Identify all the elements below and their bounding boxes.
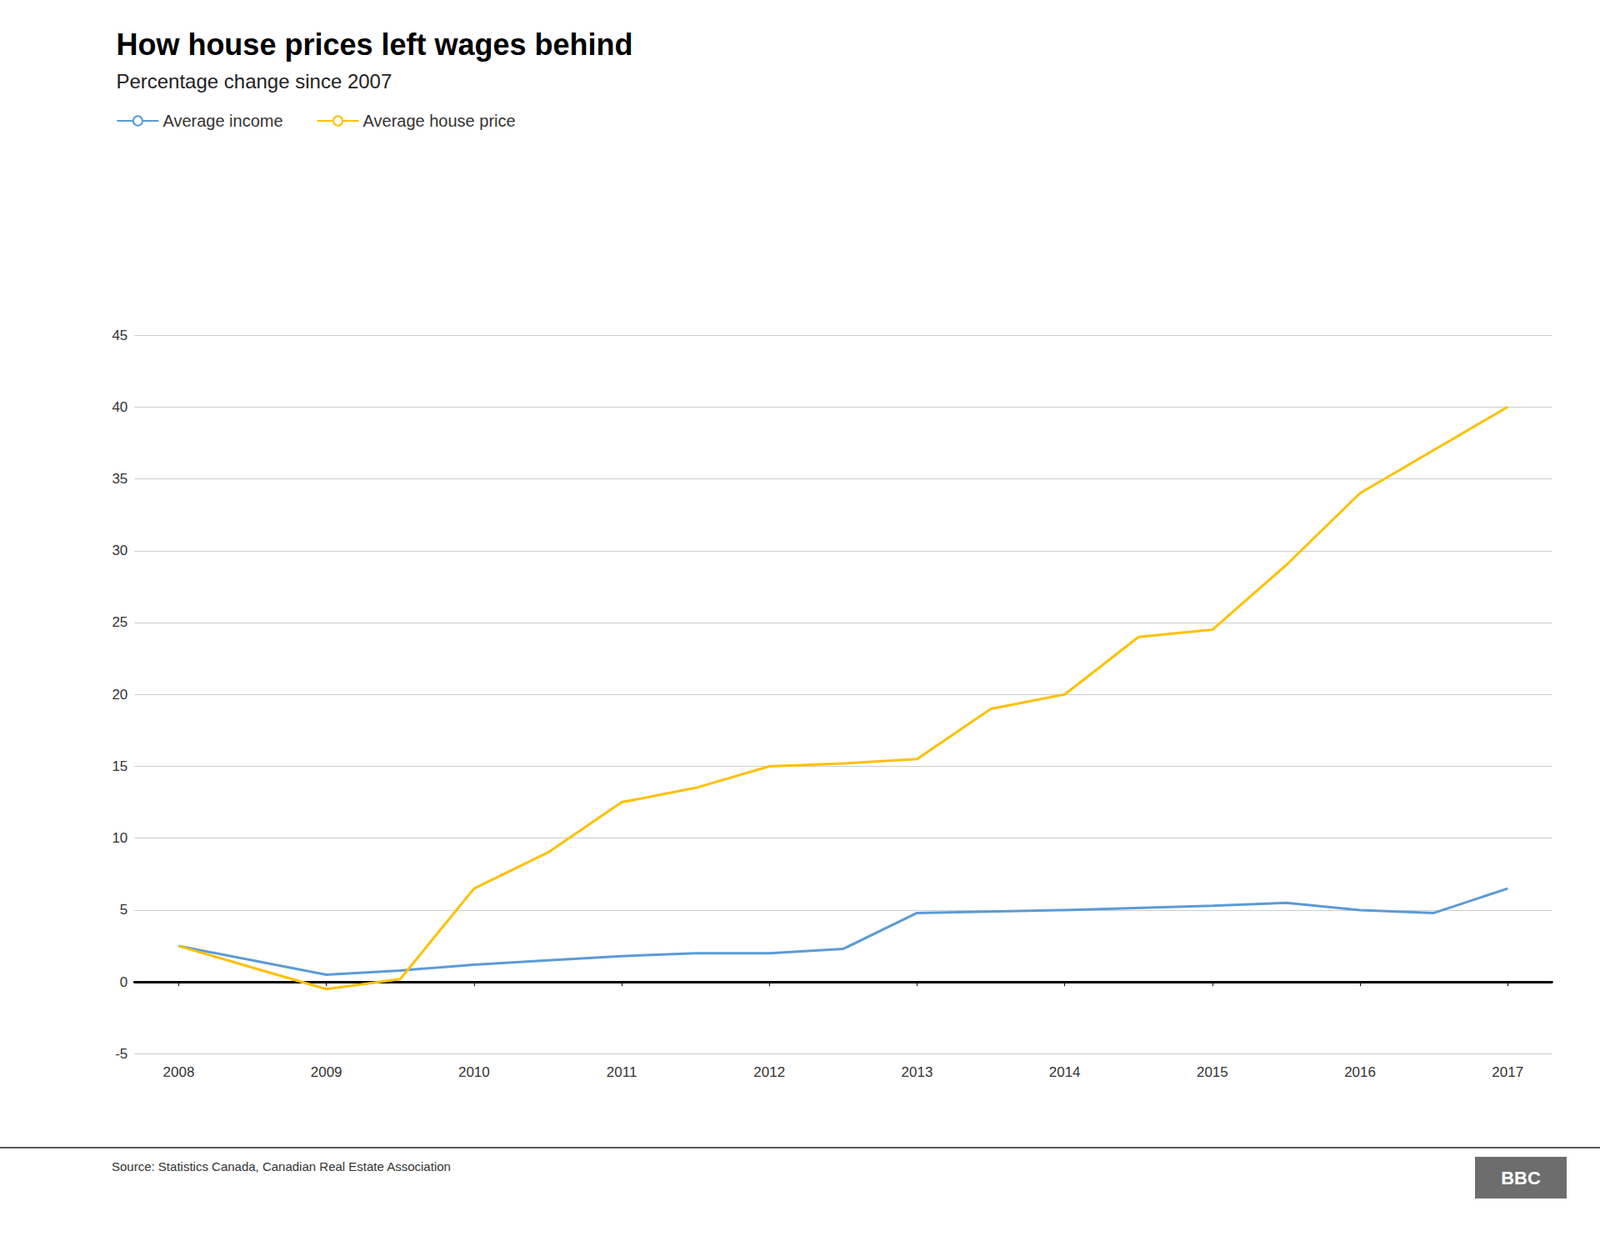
svg-text:25: 25: [111, 614, 128, 630]
svg-text:Source: Statistics Canada, Can: Source: Statistics Canada, Canadian Real…: [111, 1159, 451, 1174]
svg-text:30: 30: [111, 542, 128, 559]
svg-text:2015: 2015: [1196, 1064, 1229, 1080]
svg-text:Average income: Average income: [162, 111, 283, 130]
svg-text:BBC: BBC: [1500, 1167, 1541, 1189]
svg-text:10: 10: [111, 830, 128, 846]
svg-text:2012: 2012: [753, 1064, 785, 1080]
svg-text:0: 0: [120, 974, 128, 990]
svg-text:2008: 2008: [163, 1064, 195, 1080]
svg-text:35: 35: [111, 470, 128, 487]
svg-text:20: 20: [111, 686, 128, 703]
svg-text:40: 40: [111, 399, 128, 415]
svg-text:2009: 2009: [310, 1064, 343, 1080]
svg-text:2017: 2017: [1491, 1064, 1524, 1080]
svg-text:45: 45: [111, 327, 128, 344]
svg-text:2014: 2014: [1049, 1064, 1081, 1080]
svg-text:-5: -5: [115, 1045, 128, 1062]
svg-text:Average house price: Average house price: [363, 111, 516, 130]
svg-text:2013: 2013: [901, 1064, 934, 1080]
svg-text:2016: 2016: [1344, 1064, 1376, 1080]
svg-text:2010: 2010: [458, 1064, 490, 1080]
svg-text:Percentage change since 2007: Percentage change since 2007: [115, 70, 392, 93]
svg-text:How house prices left wages be: How house prices left wages behind: [115, 27, 633, 62]
svg-text:5: 5: [120, 901, 128, 918]
svg-text:15: 15: [111, 758, 128, 775]
svg-text:2011: 2011: [606, 1064, 638, 1080]
